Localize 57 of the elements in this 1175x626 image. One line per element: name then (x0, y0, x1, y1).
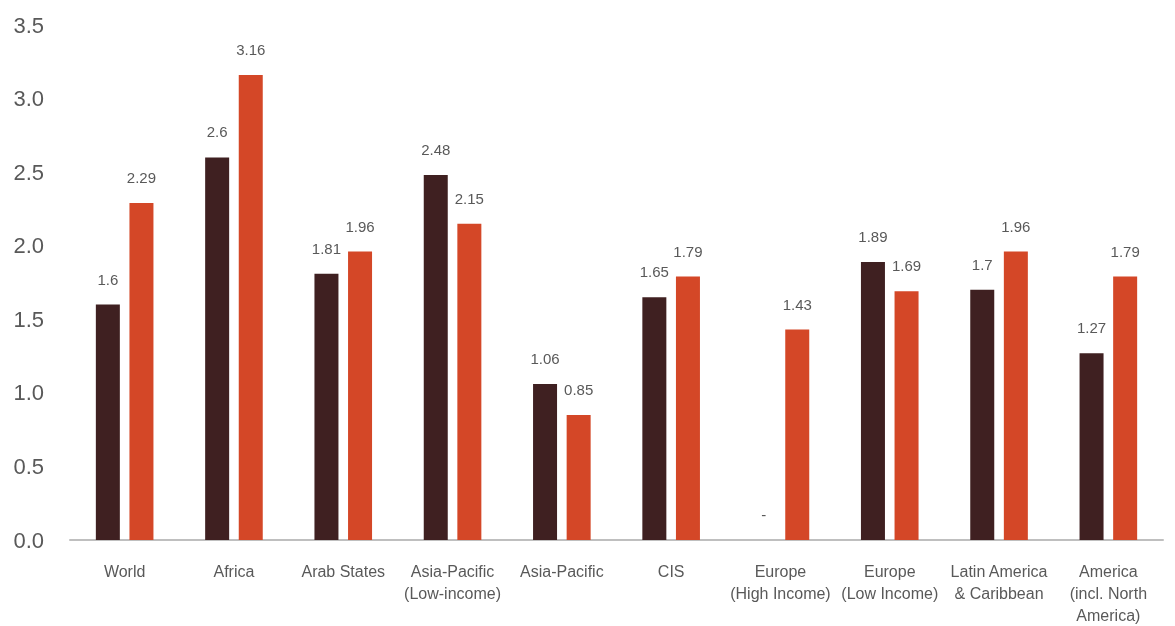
x-tick-label: Asia-Pacific (520, 562, 604, 580)
y-tick-label: 0.5 (13, 453, 44, 479)
bar (205, 157, 230, 540)
bar (785, 329, 810, 540)
bar (894, 291, 919, 540)
bar (457, 223, 482, 540)
x-tick-label: Latin America & Caribbean (950, 562, 1048, 602)
data-label: 2.6 (206, 123, 228, 141)
x-tick-label: Europe (Low Income) (841, 562, 939, 602)
data-label: 1.96 (345, 217, 375, 235)
data-label: 1.69 (891, 257, 922, 275)
data-label: 1.89 (858, 227, 888, 245)
x-tick-label: Arab States (301, 562, 386, 580)
bar (95, 304, 120, 540)
data-label: 1.6 (97, 270, 119, 288)
text: - (761, 506, 767, 523)
bar (566, 414, 591, 540)
bar (970, 289, 995, 540)
data-label: 2.15 (454, 189, 484, 207)
x-tick-label: Africa (213, 562, 255, 580)
bar (348, 251, 373, 540)
bar (860, 261, 885, 540)
data-label: 3.16 (236, 41, 266, 59)
bar (642, 297, 667, 540)
bar (423, 175, 448, 540)
data-label: 1.81 (311, 239, 342, 257)
bar (533, 384, 558, 540)
bar (1079, 353, 1104, 540)
data-label: 1.65 (639, 263, 669, 281)
y-tick-label: 3.0 (13, 86, 44, 112)
data-label: 1.06 (530, 350, 560, 368)
data-label: 1.96 (1001, 217, 1031, 235)
data-label: 0.85 (564, 380, 594, 398)
x-tick-label: Europe (High Income) (730, 562, 831, 602)
x-tick-label: CIS (657, 562, 685, 580)
data-label: 1.79 (1110, 242, 1140, 260)
y-tick-label: 2.0 (13, 233, 44, 259)
y-tick-label: 1.0 (13, 380, 44, 406)
y-tick-label: 3.5 (13, 12, 44, 38)
data-label: 1.43 (782, 295, 812, 313)
data-label: 1.27 (1076, 319, 1107, 337)
bar (1113, 276, 1138, 540)
bar (1003, 251, 1028, 540)
data-label: 1.7 (971, 255, 993, 273)
bar (314, 273, 339, 540)
x-tick-label: Asia-Pacific (Low-income) (404, 562, 502, 602)
data-label: 1.79 (673, 242, 703, 260)
y-tick-label: 0.0 (13, 527, 44, 553)
x-tick-label: World (103, 562, 146, 580)
y-tick-label: 1.5 (13, 306, 44, 332)
bar (238, 75, 263, 540)
bar (129, 203, 154, 540)
data-label: 2.48 (421, 141, 451, 159)
x-tick-label: America (incl. North America) (1069, 562, 1148, 624)
bar (675, 276, 700, 540)
y-tick-label: 2.5 (13, 159, 44, 185)
data-label: 2.29 (126, 169, 157, 187)
